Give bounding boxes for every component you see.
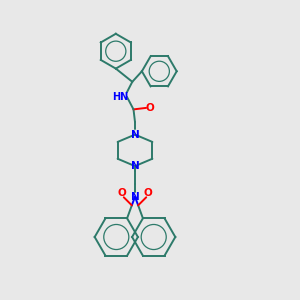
Text: N: N: [130, 192, 140, 202]
Text: HN: HN: [112, 92, 128, 102]
Text: O: O: [146, 103, 154, 113]
Text: O: O: [117, 188, 126, 198]
Text: N: N: [130, 161, 140, 171]
Text: N: N: [130, 130, 140, 140]
Text: O: O: [144, 188, 153, 198]
